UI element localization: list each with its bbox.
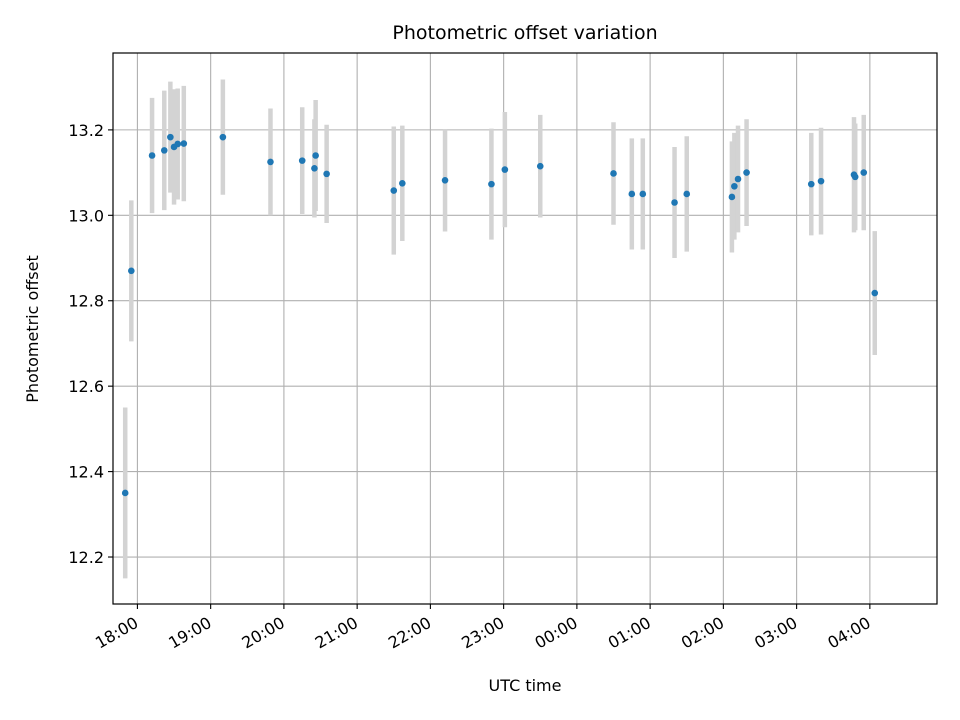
x-tick-label: 02:00 — [678, 613, 727, 653]
plot-frame — [112, 52, 938, 605]
data-point — [639, 190, 647, 198]
data-point — [148, 152, 156, 159]
data-point — [501, 166, 509, 173]
data-point — [536, 162, 544, 170]
data-point — [298, 157, 306, 164]
data-point — [167, 133, 174, 141]
y-axis-label: Photometric offset — [23, 255, 42, 403]
y-tick-label: 12.2 — [68, 548, 104, 567]
y-tick-label: 12.8 — [68, 292, 104, 311]
data-points — [121, 133, 879, 497]
data-point — [323, 170, 330, 178]
data-point — [390, 187, 398, 194]
data-point — [807, 180, 815, 188]
y-tick-label: 13.2 — [68, 121, 104, 140]
data-point — [683, 190, 691, 198]
x-tick-label: 00:00 — [531, 613, 580, 653]
x-tick-label: 18:00 — [92, 613, 141, 653]
data-point — [312, 152, 319, 159]
data-point — [734, 175, 742, 183]
data-point — [174, 140, 181, 148]
data-point — [267, 158, 274, 166]
data-point — [121, 489, 129, 497]
x-tick-label: 19:00 — [165, 613, 214, 653]
x-tick-label: 21:00 — [312, 613, 361, 653]
x-tick-label: 03:00 — [751, 613, 800, 653]
x-tick-label: 23:00 — [458, 613, 507, 653]
data-point — [731, 182, 738, 190]
data-point — [743, 169, 750, 176]
x-tick-label: 01:00 — [605, 613, 654, 653]
x-tick-label: 22:00 — [385, 613, 434, 653]
data-point — [488, 180, 495, 188]
y-tick-label: 13.0 — [68, 206, 104, 225]
error-bars — [122, 79, 877, 579]
data-point — [160, 147, 168, 154]
data-point — [180, 140, 188, 147]
data-point — [219, 133, 227, 141]
chart-title: Photometric offset variation — [392, 22, 657, 44]
y-axis-ticks: 12.2 12.4 12.6 12.8 13.0 13.2 — [68, 121, 113, 567]
data-point — [628, 190, 636, 198]
data-point — [860, 169, 868, 176]
data-point — [128, 267, 135, 275]
data-point — [871, 289, 879, 297]
data-point — [441, 176, 449, 184]
y-tick-label: 12.4 — [68, 463, 104, 482]
data-point — [671, 199, 678, 206]
data-point — [399, 179, 406, 187]
x-tick-label: 20:00 — [238, 613, 287, 653]
x-tick-label: 04:00 — [824, 613, 873, 653]
data-point — [311, 165, 318, 172]
data-point — [610, 170, 617, 177]
x-axis-label: UTC time — [489, 676, 562, 695]
y-tick-label: 12.6 — [68, 377, 104, 396]
data-point — [851, 173, 859, 181]
data-point — [817, 177, 825, 185]
x-axis-ticks: 18:00 19:00 20:00 21:00 22:00 23:00 00:00 01:00… — [92, 604, 874, 653]
data-point — [728, 193, 736, 201]
